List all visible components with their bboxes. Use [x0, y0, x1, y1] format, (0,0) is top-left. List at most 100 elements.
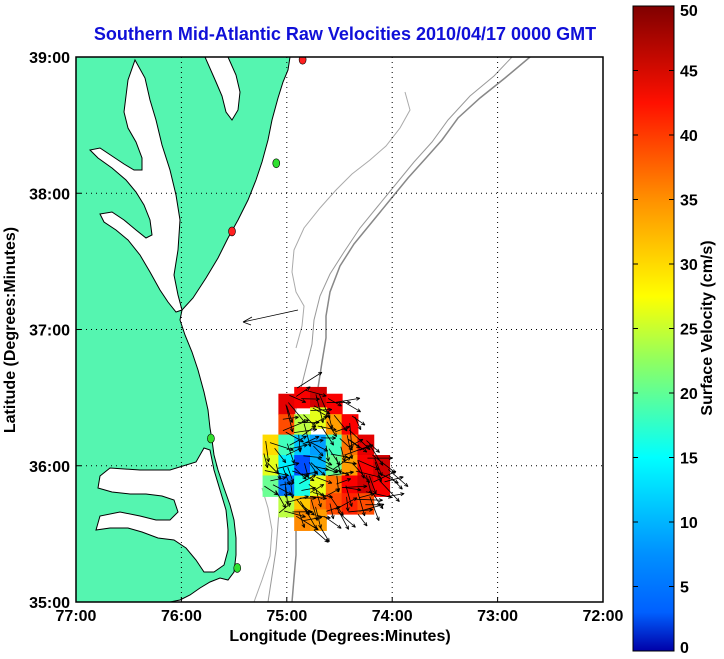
velocity-vector [349, 438, 364, 447]
velocity-cell [294, 434, 312, 457]
velocity-vector [317, 458, 333, 466]
velocity-cell [341, 434, 359, 457]
velocity-vector [316, 514, 331, 520]
x-tick-label: 75:00 [266, 608, 307, 625]
velocity-vector [282, 415, 299, 420]
radar-station-marker [298, 57, 307, 65]
colorbar-tick-label: 25 [680, 322, 698, 339]
velocity-vector [298, 512, 306, 528]
colorbar-ticks: 0 5 10 15 20 25 30 35 40 45 50 [633, 3, 698, 657]
velocity-cell [373, 475, 391, 497]
velocity-vector [285, 431, 304, 443]
velocity-vector [296, 386, 311, 397]
velocity-vector [299, 496, 317, 500]
delaware-bay [204, 57, 241, 121]
radar-station-marker [272, 158, 281, 169]
stray-vector [242, 309, 299, 326]
velocity-vector [332, 456, 352, 470]
velocity-vector [336, 507, 350, 530]
velocity-vector [316, 477, 333, 484]
velocity-vectors [263, 371, 409, 543]
velocity-vector [348, 439, 361, 449]
velocity-vector [326, 505, 341, 512]
chart-title: Southern Mid-Atlantic Raw Velocities 201… [94, 24, 596, 44]
velocity-vector [345, 496, 350, 512]
velocity-vector [323, 516, 342, 529]
velocity-cell [262, 475, 280, 497]
velocity-vector [345, 485, 353, 507]
velocity-vector [320, 488, 340, 500]
x-tick-label: 72:00 [583, 608, 624, 625]
velocity-vector [266, 462, 279, 475]
velocity-vector [349, 439, 368, 453]
velocity-vector [299, 474, 317, 485]
velocity-vector [286, 443, 295, 464]
y-tick-label: 37:00 [29, 323, 70, 340]
velocity-vector [310, 499, 319, 521]
y-axis-label: Latitude (Degrees:Minutes) [2, 227, 19, 433]
velocity-vector [290, 482, 295, 499]
radar-station-marker [233, 563, 242, 573]
velocity-cell [357, 493, 375, 515]
velocity-vector [326, 421, 338, 438]
y-axis-ticks: 35:00 36:00 37:00 38:00 39:00 [29, 50, 81, 612]
colorbar-tick-label: 10 [680, 515, 698, 532]
velocity-vector [330, 453, 349, 459]
velocity-vector [388, 475, 403, 490]
velocity-vector [302, 435, 320, 445]
x-axis-ticks: 77:00 76:00 75:00 74:00 73:00 72:00 [56, 597, 624, 625]
velocity-vector [272, 484, 293, 496]
chesapeake-bay [88, 58, 183, 313]
velocity-vector [308, 462, 319, 475]
x-tick-label: 73:00 [477, 608, 518, 625]
colorbar-tick-label: 30 [680, 257, 698, 274]
pamlico-sound [95, 447, 229, 573]
velocity-vector [320, 528, 330, 543]
velocity-vector [354, 416, 362, 431]
isobath-4 [253, 487, 273, 602]
velocity-vector [351, 415, 366, 426]
velocity-cell [278, 455, 296, 477]
x-axis-label: Longitude (Degrees:Minutes) [229, 628, 450, 645]
velocity-vector [345, 487, 362, 492]
velocity-vector [373, 470, 397, 483]
velocity-vector [325, 465, 339, 473]
colorbar-tick-label: 50 [680, 3, 698, 20]
velocity-vector [313, 445, 324, 457]
velocity-vector [357, 514, 368, 527]
velocity-vector [337, 511, 356, 528]
velocity-vector [328, 470, 354, 477]
hf-radar-stations [207, 57, 307, 573]
plot-area [75, 56, 604, 603]
velocity-vector [310, 462, 326, 476]
velocity-vector [310, 407, 333, 412]
velocity-vector [274, 448, 287, 464]
colorbar-tick-label: 20 [680, 386, 698, 403]
velocity-cell [278, 393, 296, 416]
y-tick-label: 38:00 [29, 186, 70, 203]
velocity-vector [280, 481, 295, 486]
colorbar-tick-label: 40 [680, 128, 698, 145]
colorbar-label: Surface Velocity (cm/s) [699, 240, 716, 415]
velocity-vector [278, 502, 292, 514]
velocity-vector [289, 435, 307, 446]
velocity-vector [387, 492, 405, 497]
velocity-vector [284, 510, 306, 518]
velocity-vector [342, 484, 368, 489]
velocity-vector [296, 371, 323, 389]
velocity-vector [335, 396, 361, 403]
velocity-vector [321, 436, 337, 440]
velocity-vector [286, 443, 308, 451]
velocity-vector [354, 498, 383, 503]
velocity-vector [320, 425, 335, 446]
x-tick-label: 74:00 [372, 608, 413, 625]
velocity-vector [369, 496, 380, 521]
isobath-3 [291, 91, 411, 349]
velocity-vector [296, 515, 319, 531]
velocity-vector [315, 488, 322, 508]
velocity-vector [325, 445, 330, 462]
velocity-vector [333, 415, 348, 432]
velocity-vector [305, 389, 327, 397]
velocity-vector [311, 416, 328, 425]
velocity-vector [310, 484, 325, 493]
